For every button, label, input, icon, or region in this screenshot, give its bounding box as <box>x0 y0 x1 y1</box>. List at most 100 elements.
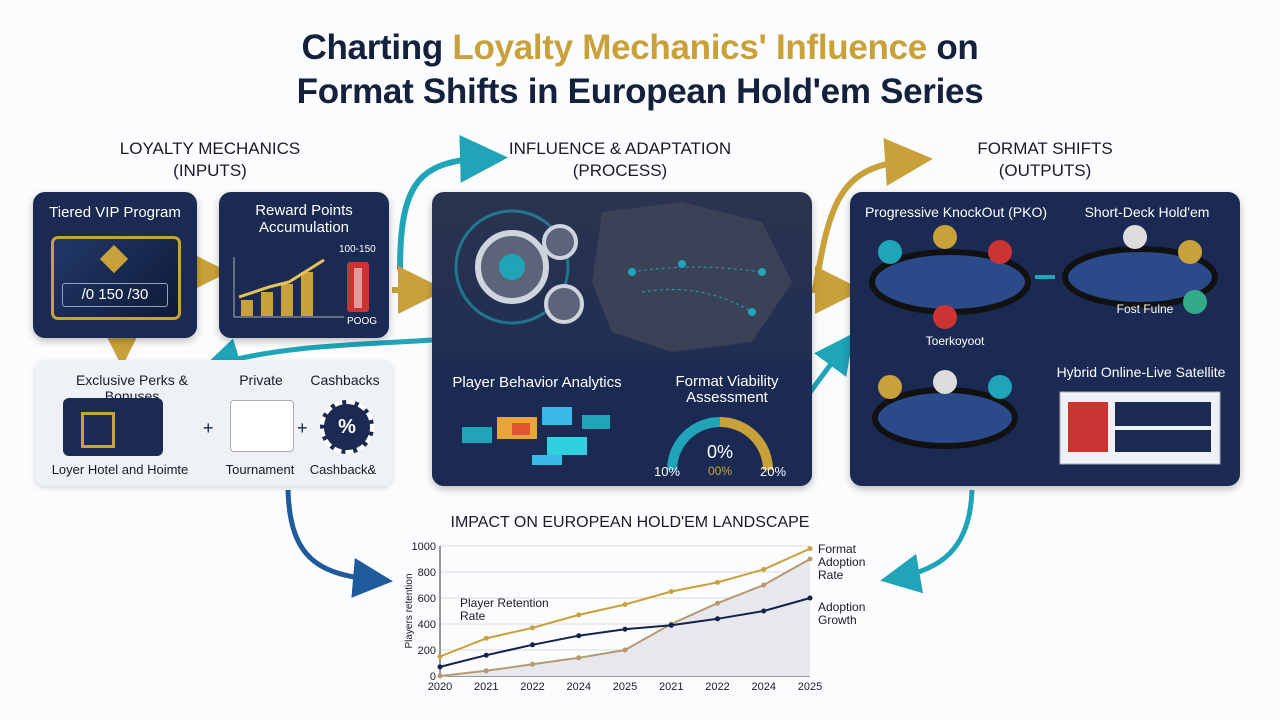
heatmap <box>462 407 610 465</box>
x-tick-label: 2022 <box>705 681 729 693</box>
series-point <box>807 556 813 562</box>
title-line-2: Format Shifts in European Hold'em Series <box>296 72 984 111</box>
series-point <box>530 661 535 667</box>
series-point <box>437 673 443 679</box>
title-line-1: Charting Loyalty Mechanics' Influence on <box>0 28 1280 68</box>
process-panel: Player Behavior Analytics Format Viabili… <box>432 192 812 486</box>
perks-panel: Exclusive Perks & Bonuses Private Cashba… <box>35 360 392 486</box>
x-tick-label: 2021 <box>474 681 498 693</box>
series-point <box>761 582 767 588</box>
points-panel: Reward Points Accumulation 100-150 POOG <box>219 192 389 338</box>
series-point <box>622 602 628 607</box>
perk-label: Tournament <box>225 462 295 477</box>
gauge-sub: 00% <box>707 464 733 478</box>
x-tick-label: 2022 <box>520 681 544 693</box>
title-post: on <box>936 28 979 67</box>
y-tick-label: 200 <box>418 645 436 657</box>
section-title: INFLUENCE & ADAPTATION <box>508 139 732 158</box>
perk-label: Loyer Hotel and Hoimte <box>51 462 189 477</box>
vip-panel: Tiered VIP Program /0 150 /30 <box>33 192 197 338</box>
gauge-center: 0% <box>706 442 733 462</box>
series-point <box>437 664 443 670</box>
y-tick-label: 400 <box>418 619 436 631</box>
points-icon <box>233 257 369 318</box>
shortdeck-label: Short-Deck Hold'em <box>1084 204 1210 220</box>
title-pre: Charting <box>301 28 443 67</box>
gauge <box>667 417 773 471</box>
series-label-box: Player Retention Rate <box>460 597 549 623</box>
impact-chart: IMPACT ON EUROPEAN HOLD'EM LANDSCAPE Play… <box>404 514 866 693</box>
analytics-label: Player Behavior Analytics <box>452 374 622 391</box>
analysis-strip <box>432 360 812 486</box>
x-tick-label: 2025 <box>613 681 637 693</box>
series-point <box>668 622 674 628</box>
perk-title: Private <box>239 372 283 388</box>
series-label-box: Format Adoption Rate <box>818 543 866 582</box>
series-point <box>622 626 628 632</box>
series-point <box>483 635 489 641</box>
y-tick-label: 0 <box>430 671 436 683</box>
plus: + <box>297 418 308 438</box>
series-point <box>715 600 720 606</box>
y-tick-label: 1000 <box>412 541 436 553</box>
x-tick-label: 2020 <box>428 681 452 693</box>
chart-title: IMPACT ON EUROPEAN HOLD'EM LANDSCAPE <box>451 514 810 531</box>
title-highlight: Loyalty Mechanics' Influence <box>452 28 927 67</box>
section-sub: (PROCESS) <box>572 161 668 180</box>
plus: + <box>203 418 214 438</box>
x-tick-label: 2021 <box>659 681 683 693</box>
pko-label: Progressive KnockOut (PKO) <box>864 204 1048 220</box>
series-label: Player Retention Rate <box>460 597 549 623</box>
series-point <box>807 546 813 552</box>
series-point <box>761 566 767 572</box>
x-tick-label: 2024 <box>567 681 591 693</box>
vip-card: /0 150 /30 <box>51 236 181 320</box>
vip-logo <box>99 244 129 274</box>
series-point <box>576 633 582 639</box>
tables-illustration <box>869 225 1221 465</box>
pko-caption: Toerkoyoot <box>925 334 985 348</box>
y-tick-label: 600 <box>418 593 436 605</box>
assessment-label: Format Viability Assessment <box>675 373 779 406</box>
series-point <box>530 642 535 648</box>
points-foot: POOG <box>347 316 378 327</box>
series-point <box>576 612 582 618</box>
series-point <box>715 616 720 622</box>
series-point <box>807 595 813 601</box>
points-label: Reward Points Accumulation <box>255 202 353 236</box>
series-point <box>668 589 674 594</box>
series-point <box>437 654 443 659</box>
series-point <box>761 608 767 614</box>
hybrid-label: Hybrid Online-Live Satellite <box>1056 364 1226 380</box>
envelope-icon <box>230 400 294 452</box>
series-point <box>483 652 489 658</box>
series-label-box: Adoption Growth <box>818 601 866 627</box>
cashback-chip: % <box>320 400 374 454</box>
outputs-panel: Progressive KnockOut (PKO) Short-Deck Ho… <box>850 192 1240 486</box>
series-point <box>530 625 535 631</box>
series-point <box>622 647 628 653</box>
section-header: LOYALTY MECHANICS (INPUTS) <box>90 138 330 182</box>
section-sub: (INPUTS) <box>173 161 247 180</box>
hotel-card-icon <box>63 398 163 456</box>
section-header: INFLUENCE & ADAPTATION (PROCESS) <box>480 138 760 182</box>
map-illustration <box>454 202 792 352</box>
x-tick-label: 2024 <box>752 681 776 693</box>
shortdeck-caption: Fost Fulne <box>1116 302 1174 316</box>
series-point <box>715 579 720 585</box>
series-label: Format Adoption Rate <box>818 543 866 582</box>
points-axis: 100-150 <box>339 244 376 255</box>
series-label: Adoption Growth <box>818 601 866 627</box>
section-header: FORMAT SHIFTS (OUTPUTS) <box>925 138 1165 182</box>
series-point <box>483 668 489 674</box>
vip-label: Tiered VIP Program <box>49 204 181 221</box>
gauge-min: 10% <box>654 464 681 479</box>
y-axis-label: Players retention <box>404 573 415 648</box>
series-point <box>576 655 582 661</box>
gauge-max: 20% <box>760 464 787 479</box>
x-tick-label: 2025 <box>798 681 822 693</box>
y-tick-label: 800 <box>418 567 436 579</box>
perk-label: Cashback& <box>309 462 377 477</box>
